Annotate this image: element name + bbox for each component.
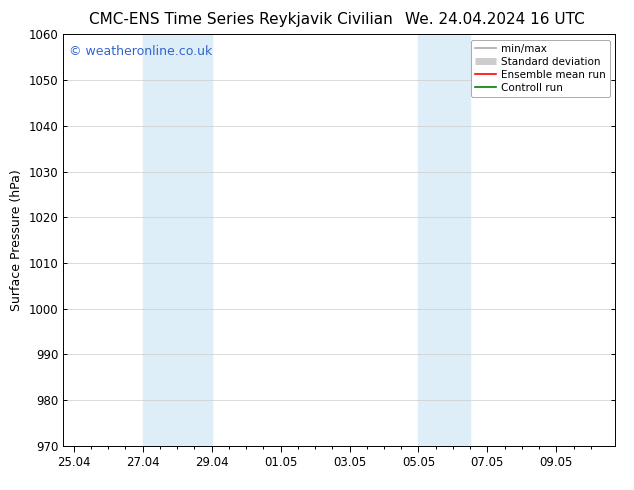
- Bar: [143, 34, 212, 446]
- Text: © weatheronline.co.uk: © weatheronline.co.uk: [69, 45, 212, 58]
- Bar: [418, 34, 470, 446]
- Text: We. 24.04.2024 16 UTC: We. 24.04.2024 16 UTC: [404, 12, 585, 27]
- Y-axis label: Surface Pressure (hPa): Surface Pressure (hPa): [10, 169, 23, 311]
- Legend: min/max, Standard deviation, Ensemble mean run, Controll run: min/max, Standard deviation, Ensemble me…: [470, 40, 610, 97]
- Text: CMC-ENS Time Series Reykjavik Civilian: CMC-ENS Time Series Reykjavik Civilian: [89, 12, 393, 27]
